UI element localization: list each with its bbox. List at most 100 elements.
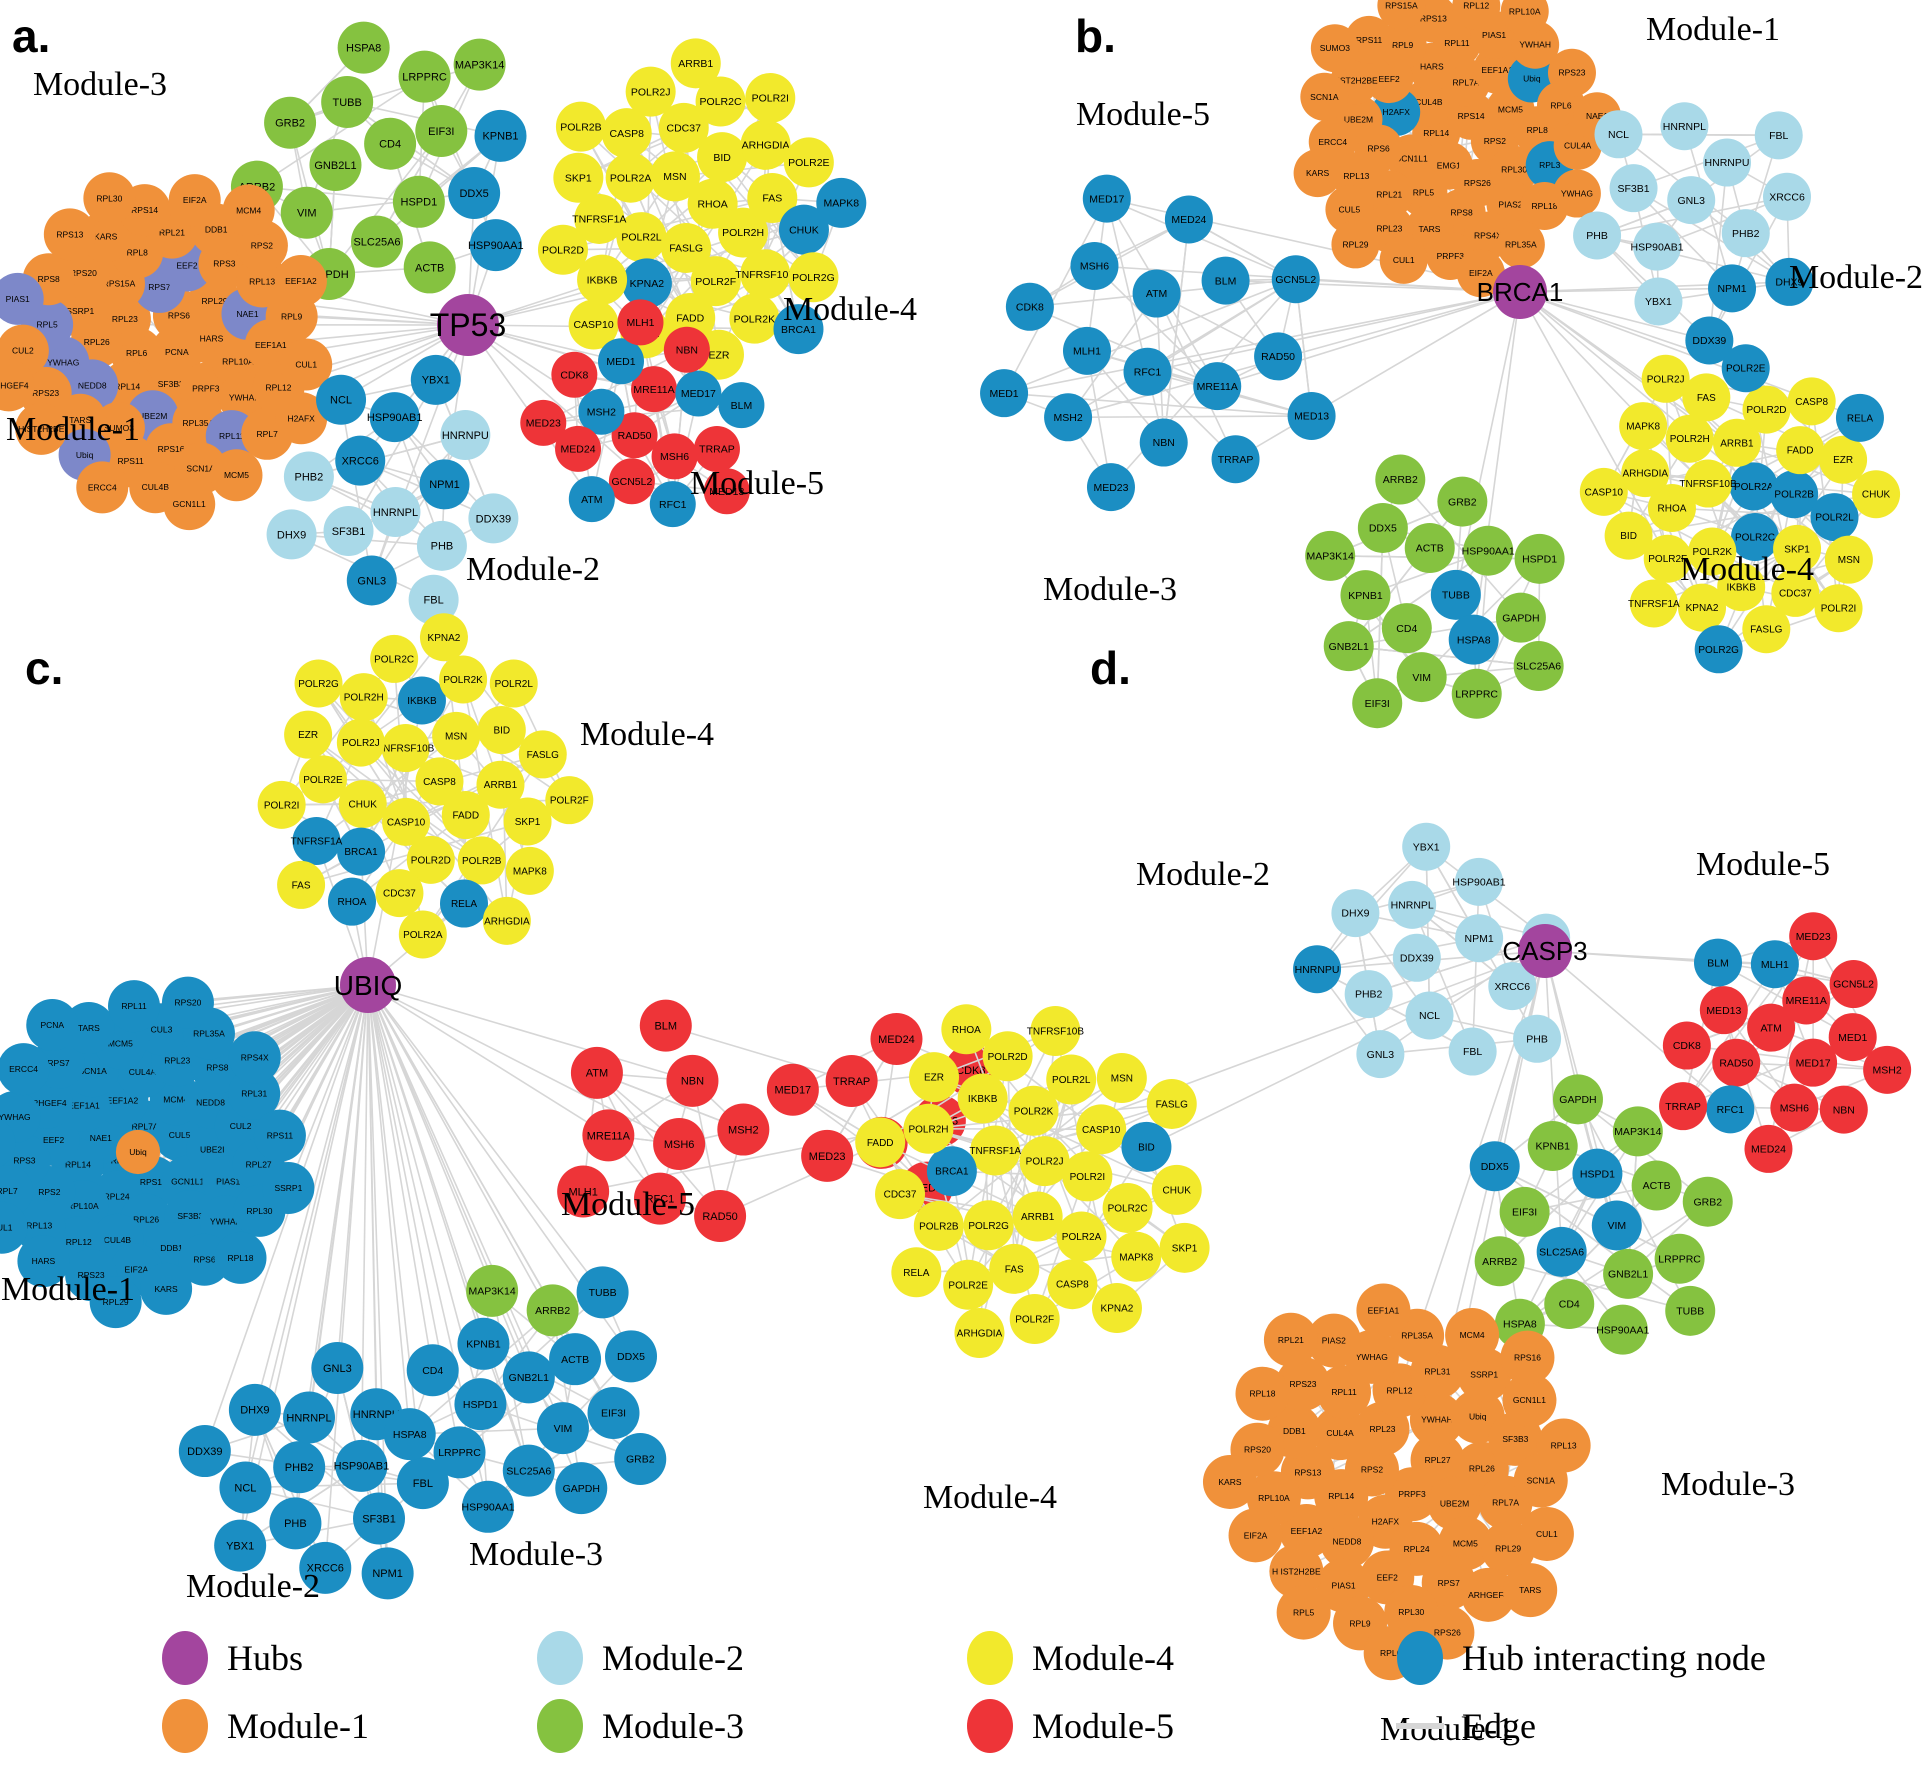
node-label: RPL11 (1331, 1387, 1357, 1397)
edge-line (1003, 198, 1108, 394)
node-label: H IST2H2BE (1272, 1566, 1321, 1576)
node-label: RPL21 (159, 228, 185, 238)
node-label: PIAS1 (6, 294, 30, 304)
module-node (631, 366, 678, 413)
node-label: PHB (1586, 230, 1608, 242)
node-label: RPS15A (1385, 0, 1418, 10)
module-label-module-1: Module-1 (1, 1271, 135, 1308)
module-node (1399, 168, 1448, 217)
node-label: NPM1 (372, 1568, 403, 1580)
node-label: HARS (1420, 62, 1444, 72)
node-label: PHB (284, 1518, 307, 1530)
module-node (666, 1054, 719, 1107)
node-label: ARRB1 (484, 780, 518, 791)
node-label: GNB2L1 (314, 160, 356, 172)
node-label: HNRNPL (373, 507, 418, 519)
node-label: EEF1A2 (1291, 1526, 1323, 1536)
node-label: VIM (1412, 672, 1431, 684)
node-label: RPS4X (241, 1052, 269, 1062)
node-label: MED23 (1093, 482, 1128, 494)
edge-line (1348, 616, 1522, 647)
node-label: DHX9 (240, 1405, 269, 1417)
node-label: RPL18 (228, 1253, 254, 1263)
module-node (1706, 1085, 1755, 1134)
module-node (537, 224, 588, 275)
module-node (382, 797, 431, 846)
module-node (335, 1439, 388, 1492)
module-node (1276, 1356, 1331, 1411)
module-node (369, 392, 420, 443)
node-label: ARHGEF4 (26, 1098, 66, 1108)
module-node (1684, 459, 1733, 508)
node-label: POLR2J (342, 738, 380, 749)
module-node (545, 776, 594, 825)
node-label: HSPA8 (393, 1429, 427, 1441)
node-label: BRCA1 (344, 847, 378, 858)
module-node (587, 1387, 640, 1440)
node-label: TRRAP (833, 1076, 870, 1088)
node-label: TNFRSF10B (1027, 1026, 1085, 1037)
module-node (954, 1308, 1005, 1359)
module-node (598, 338, 645, 385)
node-label: HNRNPU (353, 1409, 400, 1421)
node-label: MCM4 (1460, 1330, 1485, 1340)
node-label: MAPK8 (513, 866, 547, 877)
module-node (1712, 1038, 1761, 1087)
node-label: RPS26 (1464, 178, 1491, 188)
module-node (280, 338, 333, 391)
node-label: MED1 (989, 388, 1018, 400)
node-label: RPS23 (1558, 68, 1585, 78)
module-node (526, 1284, 579, 1337)
node-label: RPS6 (1368, 143, 1390, 153)
node-label: RFC1 (646, 1194, 675, 1206)
module-node (639, 999, 692, 1052)
module-node (520, 399, 567, 446)
node-label: RPS3 (213, 259, 235, 269)
node-label: POLR2D (542, 244, 584, 256)
node-label: RPL14 (1328, 1491, 1354, 1501)
edge-line (347, 379, 437, 532)
node-label: CDK8 (1016, 301, 1044, 313)
node-label: MAPK8 (823, 198, 859, 210)
node-label: Ubiq (76, 450, 94, 460)
edge-line (1494, 1165, 1680, 1260)
module-node (398, 50, 451, 103)
module-node (415, 757, 464, 806)
node-label: EZR (924, 1073, 944, 1084)
node-label: MSN (1838, 555, 1860, 566)
module-node (457, 1317, 510, 1370)
node-label: POLR2F (550, 796, 589, 807)
node-label: CUL4B (142, 482, 170, 492)
node-label: RPS8 (206, 1063, 228, 1073)
node-label: MSH6 (664, 1139, 695, 1151)
legend-swatch-hub-interacting-node (1397, 1631, 1443, 1685)
module-node (294, 659, 343, 708)
module-node (745, 72, 796, 123)
module-node (275, 392, 328, 445)
module-node (1062, 1151, 1113, 1202)
node-label: NAE1 (236, 309, 258, 319)
module-node (1409, 1392, 1464, 1447)
hub-edge (308, 984, 369, 1418)
node-label: SSRP1 (66, 306, 94, 316)
panel-letter: a. (12, 10, 50, 62)
module-node (453, 38, 506, 91)
module-node (396, 1457, 449, 1510)
node-label: POLR2C (1735, 533, 1775, 544)
node-label: RPL13 (26, 1221, 52, 1231)
module-node (1682, 373, 1731, 422)
hub-edge (367, 984, 693, 1082)
node-label: POLR2L (1052, 1075, 1091, 1086)
module-node (740, 249, 791, 300)
module-node (1754, 111, 1803, 160)
module-node (1514, 533, 1565, 584)
node-label: FAS (292, 880, 311, 891)
node-label: RPL11 (219, 431, 245, 441)
hub-edge (1146, 950, 1546, 1148)
node-label: CASP8 (1056, 1280, 1089, 1291)
module-node (1731, 513, 1780, 562)
edge-line (1735, 935, 1814, 1064)
module-node (989, 1243, 1040, 1294)
module-node (1306, 1313, 1361, 1368)
module-node (273, 1441, 326, 1494)
